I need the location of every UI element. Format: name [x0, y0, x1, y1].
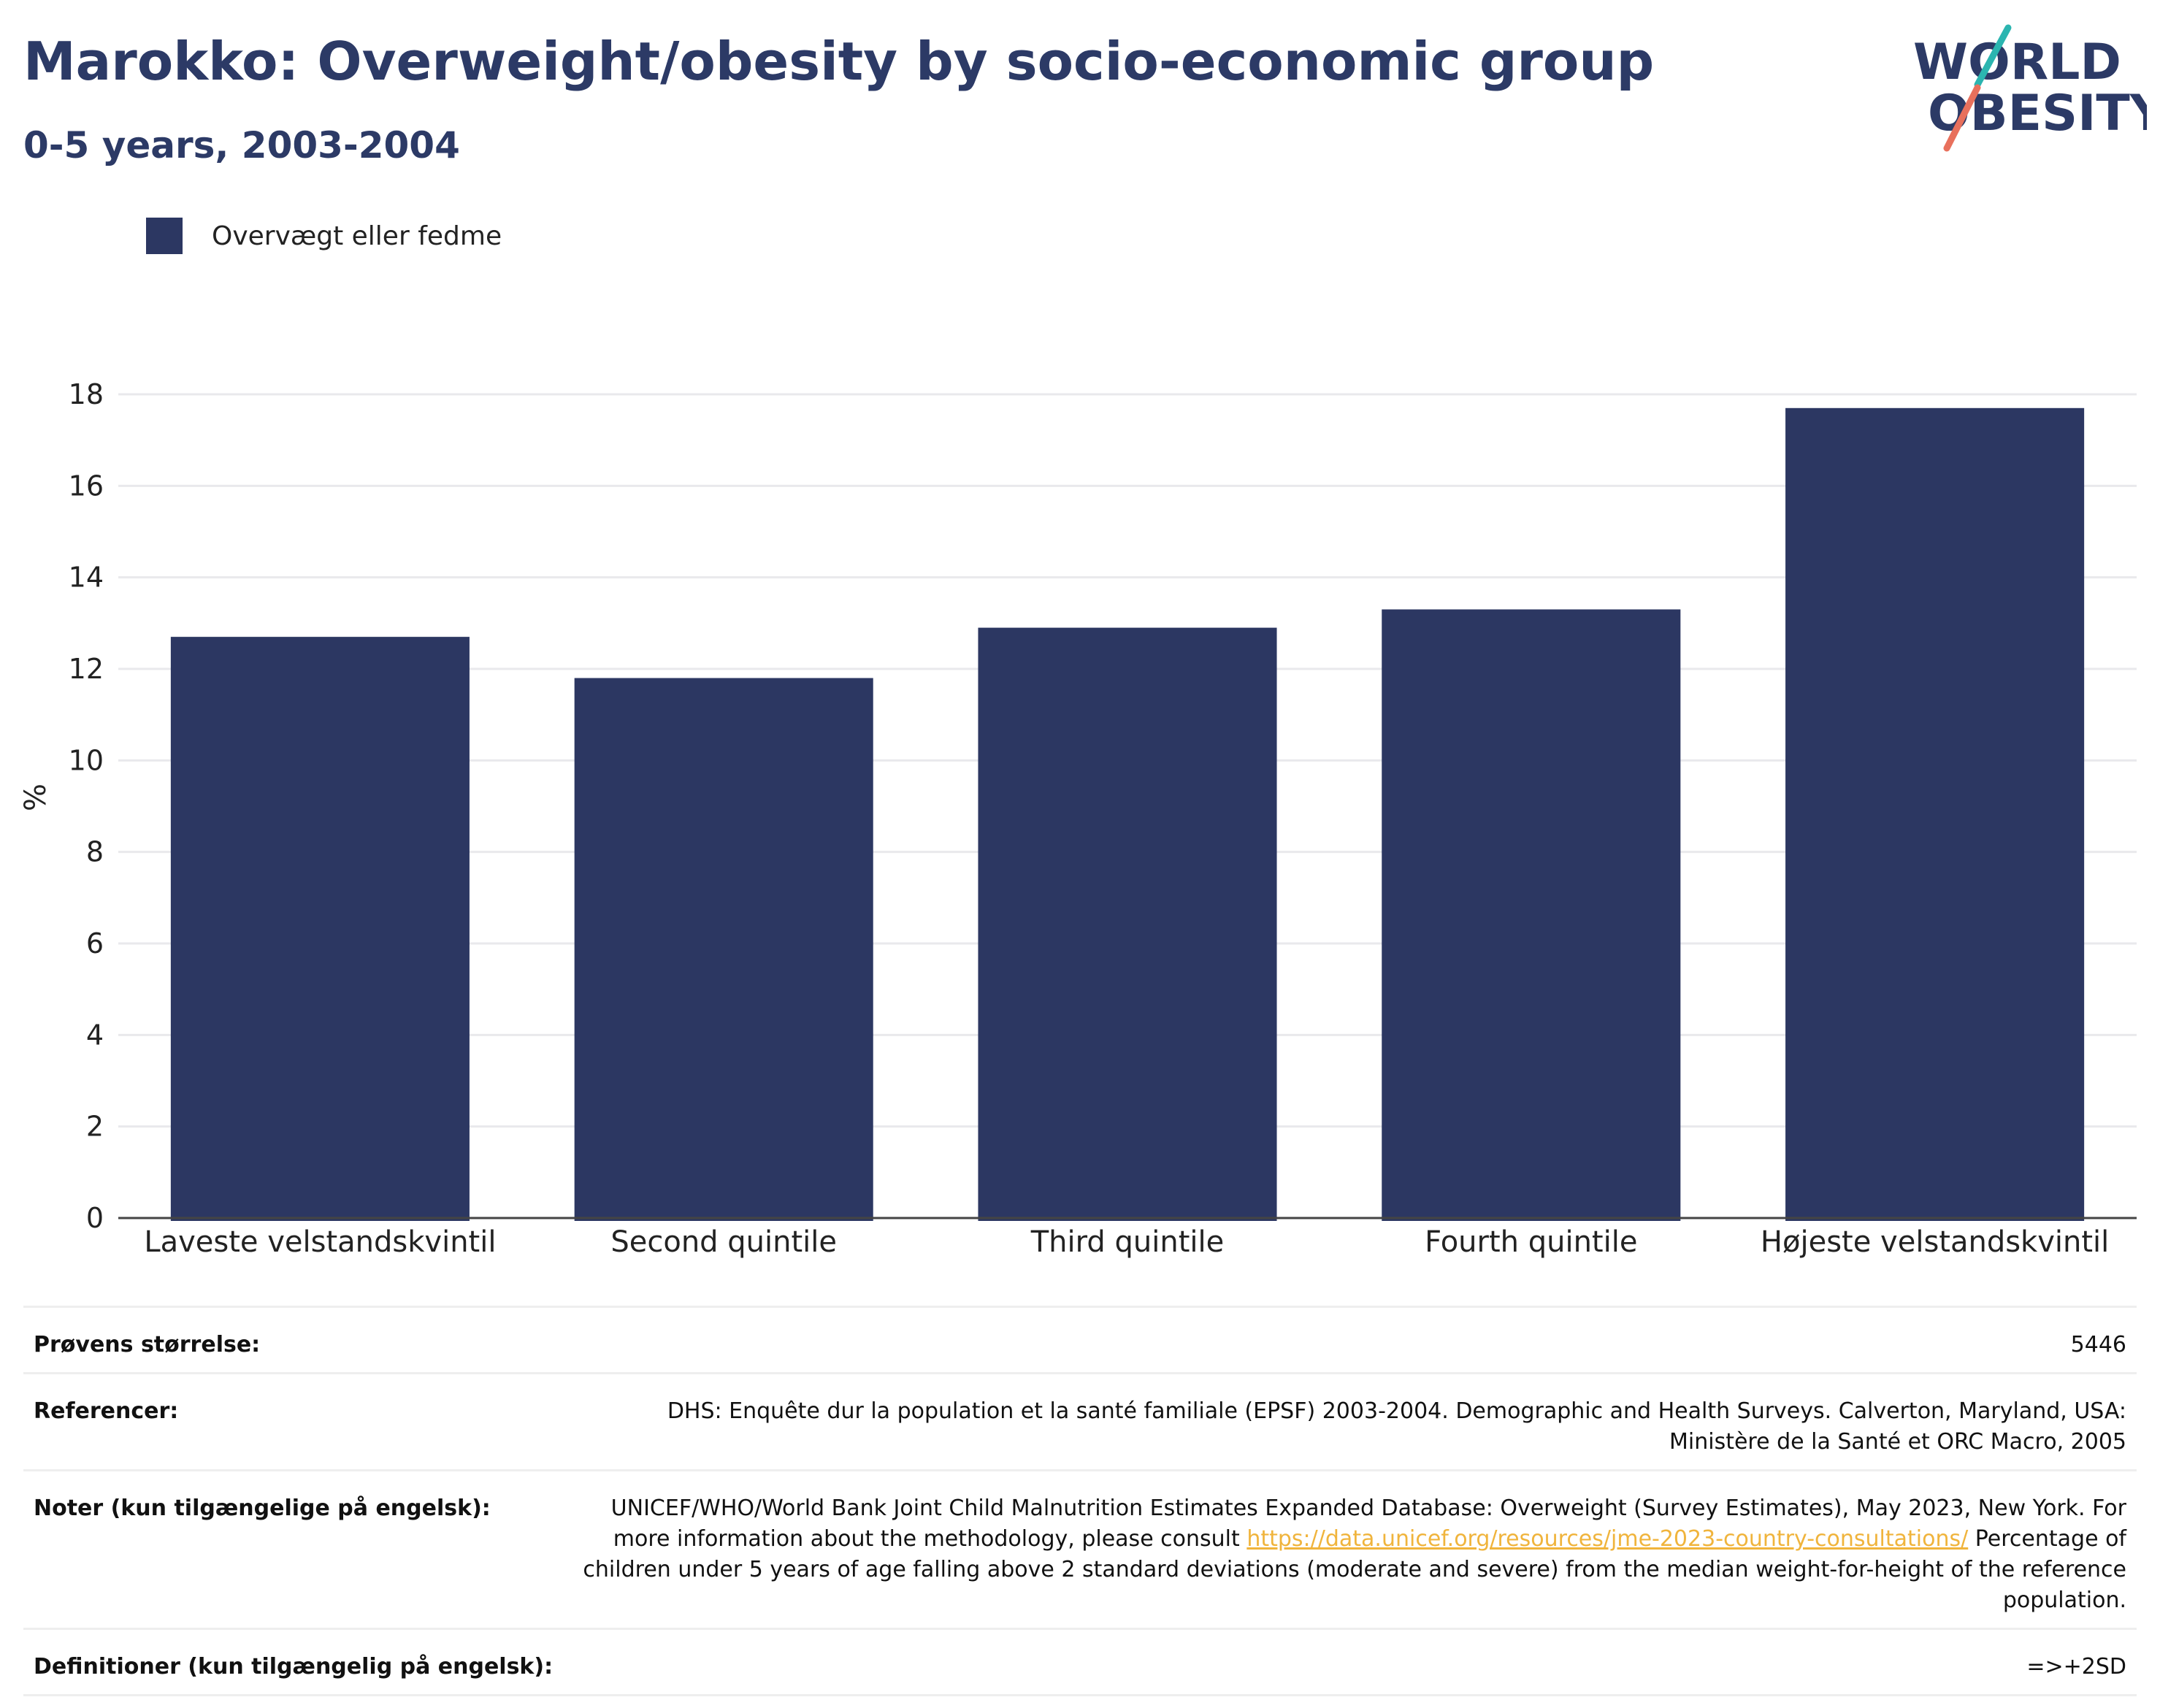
notes-label: Noter (kun tilgængelige på engelsk): [23, 1469, 564, 1629]
definitions-value: =>+2SD [563, 1628, 2137, 1696]
notes-value: UNICEF/WHO/World Bank Joint Child Malnut… [563, 1469, 2137, 1629]
notes-text-2: Percentage of children under 5 years of … [583, 1526, 2126, 1613]
x-tick-label: Fourth quintile [1425, 1225, 1637, 1259]
info-row-sample: Prøvens størrelse: 5446 [23, 1306, 2137, 1374]
references-label: Referencer: [23, 1372, 564, 1471]
references-value: DHS: Enquête dur la population et la san… [563, 1372, 2137, 1471]
bar[interactable] [978, 627, 1277, 1221]
bar[interactable] [1785, 407, 2085, 1221]
legend-label: Overvægt eller fedme [212, 221, 502, 251]
y-tick-label: 14 [69, 562, 104, 594]
y-axis-label: % [19, 784, 53, 811]
chart-title: Marokko: Overweight/obesity by socio-eco… [23, 31, 1655, 92]
world-obesity-logo: WORLD OBESITY [1913, 24, 2147, 152]
y-tick-label: 2 [86, 1111, 104, 1143]
legend[interactable]: Overvægt eller fedme [146, 218, 502, 254]
logo-line1: WORLD [1913, 34, 2121, 91]
y-tick-label: 0 [86, 1202, 104, 1234]
axes: 0 2 4 6 8 10 12 14 16 18 Laveste velstandskvintil S… [69, 378, 2137, 1259]
legend-swatch [146, 218, 183, 254]
info-row-notes: Noter (kun tilgængelige på engelsk): UNI… [23, 1469, 2137, 1629]
logo-teal-slash [1974, 24, 2012, 88]
notes-link[interactable]: https://data.unicef.org/resources/jme-20… [1246, 1526, 1969, 1552]
y-tick-label: 6 [86, 927, 104, 960]
y-tick-label: 12 [69, 653, 104, 685]
definitions-label: Definitioner (kun tilgængelig på engelsk… [23, 1628, 564, 1696]
bar[interactable] [1382, 609, 1681, 1221]
notes-text-1: UNICEF/WHO/World Bank Joint Child Malnut… [610, 1496, 2126, 1552]
x-tick-label: Laveste velstandskvintil [144, 1225, 496, 1259]
info-row-references: Referencer: DHS: Enquête dur la populati… [23, 1372, 2137, 1471]
bars [170, 407, 2085, 1221]
y-tick-label: 4 [86, 1019, 104, 1051]
info-table: Prøvens størrelse: 5446 Referencer: DHS:… [23, 1306, 2137, 1696]
bar[interactable] [574, 678, 873, 1221]
y-tick-label: 18 [69, 378, 104, 410]
x-tick-label: Second quintile [610, 1225, 837, 1259]
bar-chart: 0 2 4 6 8 10 12 14 16 18 Laveste velstandskvintil S… [19, 378, 2137, 1259]
y-tick-label: 8 [86, 836, 104, 868]
chart-subtitle: 0-5 years, 2003-2004 [23, 124, 460, 166]
x-tick-label: Højeste velstandskvintil [1761, 1225, 2109, 1259]
logo-coral-slash [1943, 84, 1981, 152]
sample-value: 5446 [563, 1306, 2137, 1374]
sample-label: Prøvens størrelse: [23, 1306, 564, 1374]
y-tick-label: 16 [69, 470, 104, 502]
info-row-definitions: Definitioner (kun tilgængelig på engelsk… [23, 1628, 2137, 1696]
x-tick-label: Third quintile [1030, 1225, 1224, 1259]
bar[interactable] [170, 637, 470, 1221]
y-tick-label: 10 [69, 744, 104, 776]
